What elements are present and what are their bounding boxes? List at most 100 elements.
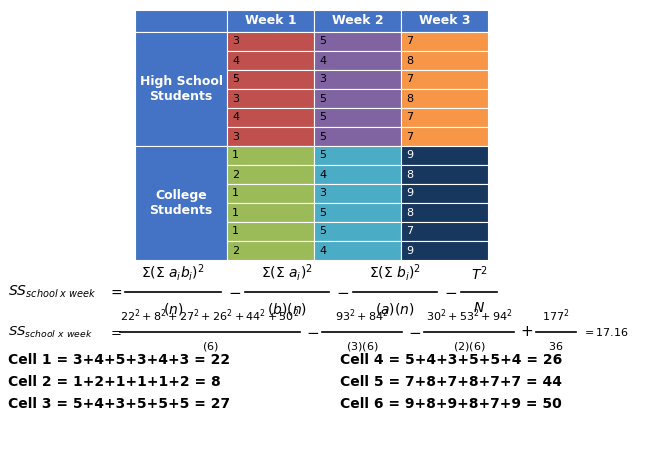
Text: 9: 9 <box>406 246 413 255</box>
Text: 5: 5 <box>319 226 326 237</box>
Text: Cell 5 = 7+8+7+8+7+7 = 44: Cell 5 = 7+8+7+8+7+7 = 44 <box>340 375 562 389</box>
Text: $T^2$: $T^2$ <box>471 264 488 283</box>
Text: Week 1: Week 1 <box>244 14 296 27</box>
Bar <box>135 146 227 260</box>
Bar <box>314 127 401 146</box>
Text: 5: 5 <box>319 207 326 218</box>
Text: 1: 1 <box>232 189 239 199</box>
Bar <box>135 32 227 146</box>
Text: 5: 5 <box>319 112 326 123</box>
Text: $-$: $-$ <box>444 285 457 300</box>
Text: 8: 8 <box>406 94 413 103</box>
Text: 2: 2 <box>232 170 239 179</box>
Text: 5: 5 <box>319 151 326 160</box>
Bar <box>401 108 488 127</box>
Text: Cell 1 = 3+4+5+3+4+3 = 22: Cell 1 = 3+4+5+3+4+3 = 22 <box>8 353 230 367</box>
Bar <box>401 127 488 146</box>
Text: 8: 8 <box>406 170 413 179</box>
Text: 5: 5 <box>319 94 326 103</box>
Text: 1: 1 <box>232 151 239 160</box>
Bar <box>401 203 488 222</box>
Text: $\Sigma(\Sigma\ b_i)^2$: $\Sigma(\Sigma\ b_i)^2$ <box>369 262 421 283</box>
Bar <box>314 146 401 165</box>
Text: 5: 5 <box>232 75 239 84</box>
Text: 7: 7 <box>406 112 413 123</box>
Text: $-$: $-$ <box>228 285 241 300</box>
Bar <box>314 51 401 70</box>
Text: 4: 4 <box>232 55 239 66</box>
Text: $+$: $+$ <box>520 324 533 340</box>
Text: 2: 2 <box>232 246 239 255</box>
Text: 7: 7 <box>406 75 413 84</box>
Text: 7: 7 <box>406 131 413 142</box>
Text: $30^2+53^2+94^2$: $30^2+53^2+94^2$ <box>426 308 512 324</box>
Text: $SS_{school\ x\ week}$: $SS_{school\ x\ week}$ <box>8 324 93 340</box>
Bar <box>314 89 401 108</box>
Bar <box>401 146 488 165</box>
Text: $36$: $36$ <box>549 340 564 352</box>
Text: $=$: $=$ <box>108 285 123 299</box>
Text: $-$: $-$ <box>336 285 349 300</box>
Bar <box>227 127 314 146</box>
Text: $=$: $=$ <box>108 325 122 338</box>
Text: 7: 7 <box>406 36 413 47</box>
Text: $22^2+8^2+27^2+26^2+44^2+50^2$: $22^2+8^2+27^2+26^2+44^2+50^2$ <box>120 308 300 324</box>
Text: 5: 5 <box>319 36 326 47</box>
Bar <box>227 165 314 184</box>
Text: 1: 1 <box>232 207 239 218</box>
Text: $(a)(n)$: $(a)(n)$ <box>375 301 415 317</box>
Bar <box>227 146 314 165</box>
Text: $SS_{school\ x\ week}$: $SS_{school\ x\ week}$ <box>8 284 97 300</box>
Bar <box>227 51 314 70</box>
Text: Cell 3 = 5+4+3+5+5+5 = 27: Cell 3 = 5+4+3+5+5+5 = 27 <box>8 397 230 411</box>
Text: $-$: $-$ <box>306 324 319 340</box>
Bar <box>227 108 314 127</box>
Text: College
Students: College Students <box>150 189 213 217</box>
Text: 3: 3 <box>232 36 239 47</box>
Bar <box>314 70 401 89</box>
Bar <box>401 10 488 32</box>
Bar <box>401 32 488 51</box>
Bar <box>401 89 488 108</box>
Text: $177^2$: $177^2$ <box>542 308 570 324</box>
Text: 8: 8 <box>406 207 413 218</box>
Bar <box>227 241 314 260</box>
Text: 5: 5 <box>319 131 326 142</box>
Bar <box>314 184 401 203</box>
Bar <box>401 70 488 89</box>
Bar <box>135 10 227 32</box>
Bar <box>227 89 314 108</box>
Text: 4: 4 <box>319 246 326 255</box>
Bar <box>227 184 314 203</box>
Text: Cell 2 = 1+2+1+1+1+2 = 8: Cell 2 = 1+2+1+1+1+2 = 8 <box>8 375 221 389</box>
Text: $(6)$: $(6)$ <box>202 340 218 353</box>
Text: $(3)(6)$: $(3)(6)$ <box>346 340 378 353</box>
Bar <box>227 32 314 51</box>
Text: $\Sigma(\Sigma\ a_i)^2$: $\Sigma(\Sigma\ a_i)^2$ <box>261 262 313 283</box>
Bar <box>401 165 488 184</box>
Bar <box>227 222 314 241</box>
Text: 4: 4 <box>319 55 326 66</box>
Text: Cell 6 = 9+8+9+8+7+9 = 50: Cell 6 = 9+8+9+8+7+9 = 50 <box>340 397 562 411</box>
Bar <box>314 10 401 32</box>
Text: $(2)(6)$: $(2)(6)$ <box>452 340 486 353</box>
Text: 9: 9 <box>406 189 413 199</box>
Text: $-$: $-$ <box>408 324 421 340</box>
Text: 9: 9 <box>406 151 413 160</box>
Text: $(b)(n)$: $(b)(n)$ <box>267 301 307 317</box>
Text: $= 17.16$: $= 17.16$ <box>582 326 629 338</box>
Text: High School
Students: High School Students <box>140 75 222 103</box>
Text: 1: 1 <box>232 226 239 237</box>
Text: 3: 3 <box>232 131 239 142</box>
Text: 3: 3 <box>319 189 326 199</box>
Text: 4: 4 <box>319 170 326 179</box>
Bar <box>314 32 401 51</box>
Bar <box>314 165 401 184</box>
Bar <box>227 10 314 32</box>
Text: Week 3: Week 3 <box>419 14 470 27</box>
Text: 3: 3 <box>232 94 239 103</box>
Text: Week 2: Week 2 <box>332 14 384 27</box>
Bar <box>314 203 401 222</box>
Bar <box>314 241 401 260</box>
Text: 8: 8 <box>406 55 413 66</box>
